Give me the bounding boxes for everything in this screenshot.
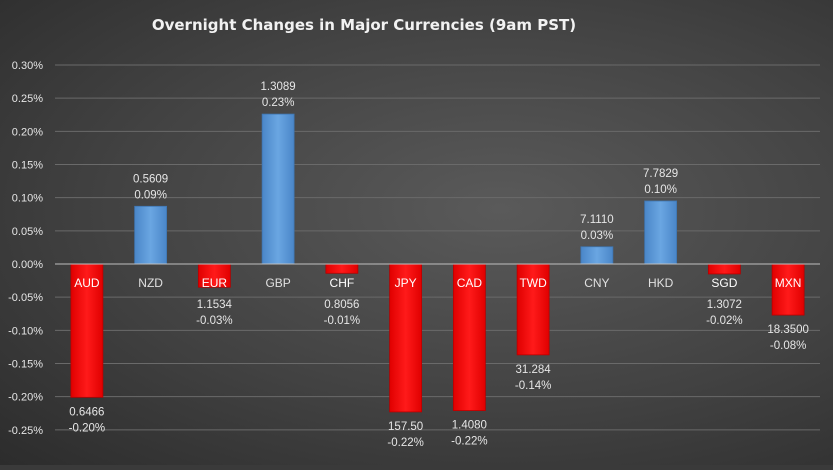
rate-label: 7.7829 [643, 168, 678, 180]
category-label: HKD [648, 276, 674, 290]
y-tick-label: 0.05% [12, 226, 43, 238]
data-label: -0.14% [515, 380, 551, 392]
data-label: -0.01% [324, 315, 360, 327]
y-tick-label: 0.20% [12, 126, 43, 138]
y-tick-label: -0.05% [8, 292, 43, 304]
category-label: CAD [457, 276, 483, 290]
y-tick-label: -0.20% [8, 392, 43, 404]
bar-gbp [261, 113, 295, 265]
bar-nzd [134, 205, 168, 265]
y-tick-label: -0.10% [8, 325, 43, 337]
bar-sgd [707, 263, 741, 275]
data-label: -0.08% [770, 340, 806, 352]
data-label: 0.03% [581, 230, 614, 242]
bar-hkd [644, 200, 678, 265]
category-label: NZD [138, 276, 163, 290]
category-label: GBP [265, 276, 290, 290]
y-tick-label: 0.10% [12, 193, 43, 205]
y-tick-label: 0.25% [12, 93, 43, 105]
rate-label: 0.5609 [133, 173, 168, 185]
bar-mxn [771, 263, 805, 316]
category-label: CHF [330, 276, 355, 290]
rate-label: 1.4080 [452, 420, 487, 432]
category-label: EUR [202, 276, 228, 290]
rate-label: 7.1110 [580, 214, 613, 226]
bar-cad [452, 263, 486, 411]
y-tick-label: 0.15% [12, 160, 43, 172]
data-label: -0.22% [387, 437, 423, 449]
data-label: 0.23% [262, 97, 295, 109]
rate-label: 0.8056 [324, 299, 359, 311]
bar-aud [70, 263, 104, 398]
rate-label: 18.3500 [767, 324, 809, 336]
y-tick-label: -0.25% [8, 425, 43, 437]
rate-label: 1.3089 [261, 81, 296, 93]
bar-jpy [389, 263, 423, 413]
category-label: JPY [395, 276, 417, 290]
data-label: 0.09% [134, 189, 167, 201]
data-label: 0.10% [644, 184, 677, 196]
category-label: AUD [74, 276, 100, 290]
data-label: -0.20% [69, 422, 105, 434]
category-label: MXN [775, 276, 802, 290]
bar-twd [516, 263, 550, 356]
data-label: -0.02% [706, 315, 742, 327]
bar-cny [580, 246, 614, 265]
y-tick-label: -0.15% [8, 359, 43, 371]
rate-label: 157.50 [388, 421, 423, 433]
chart-title: Overnight Changes in Major Currencies (9… [152, 16, 576, 34]
data-label: -0.03% [196, 315, 232, 327]
rate-label: 1.1534 [197, 299, 233, 311]
category-label: TWD [519, 276, 547, 290]
rate-label: 31.284 [516, 364, 552, 376]
y-tick-label: 0.30% [12, 60, 43, 72]
rate-label: 1.3072 [707, 299, 742, 311]
y-tick-label: 0.00% [12, 259, 43, 271]
data-label: -0.22% [451, 436, 487, 448]
bar-chf [325, 263, 359, 274]
category-label: CNY [584, 276, 609, 290]
category-label: SGD [711, 276, 737, 290]
rate-label: 0.6466 [69, 406, 104, 418]
